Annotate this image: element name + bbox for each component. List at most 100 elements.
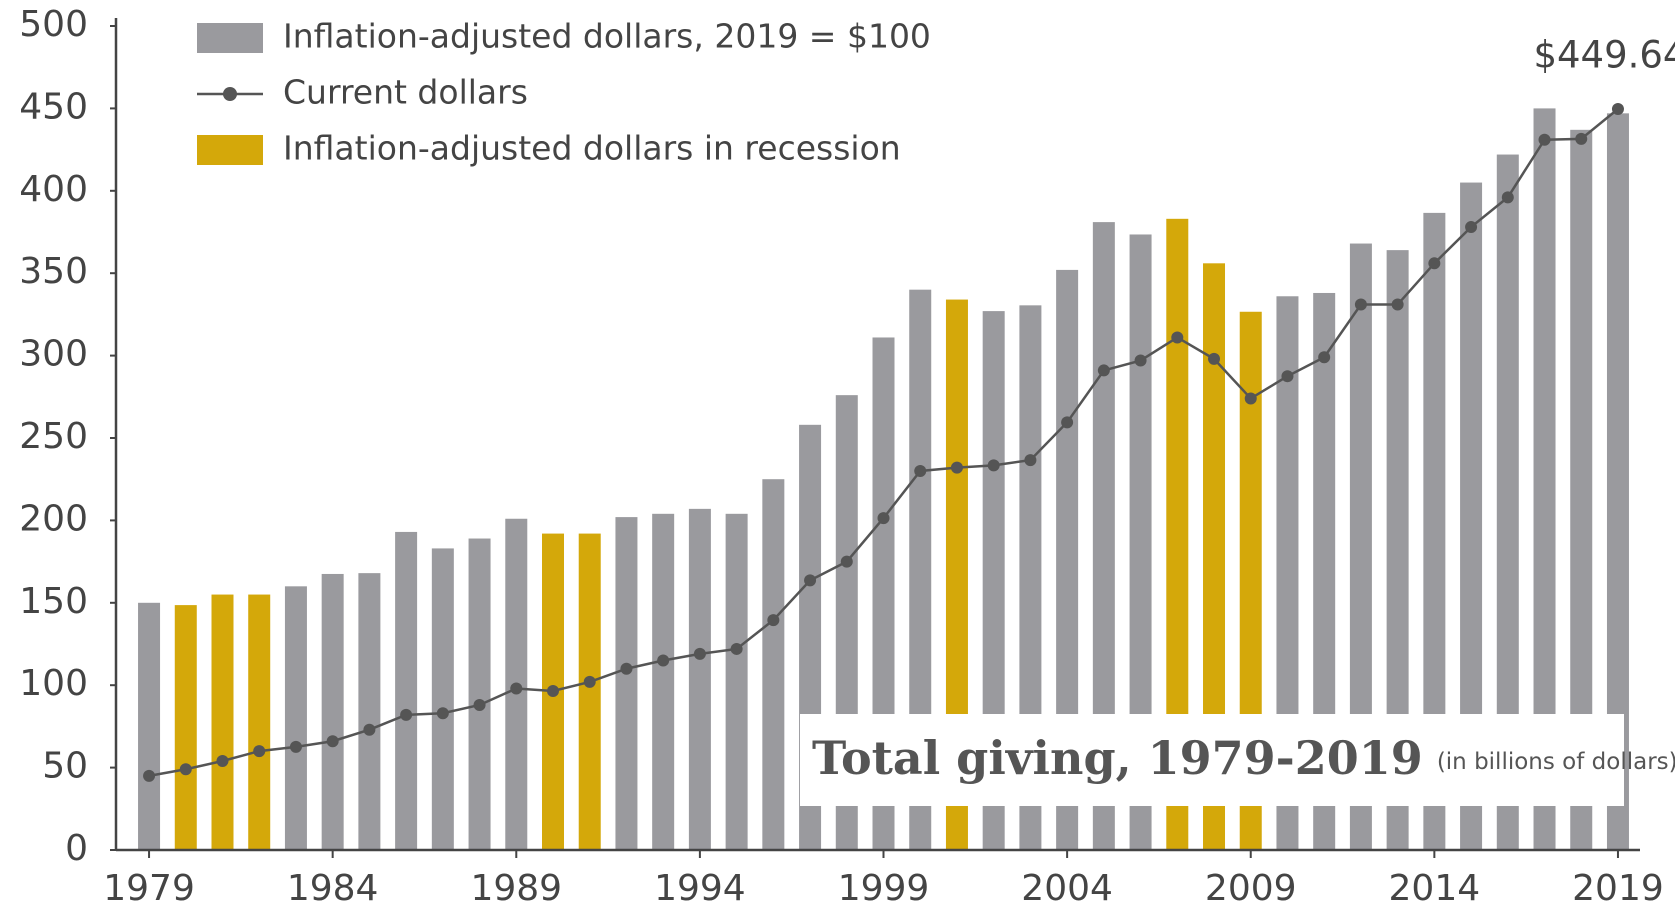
- line-point: [1611, 102, 1624, 115]
- line-point: [1171, 331, 1184, 344]
- bar: [945, 299, 968, 850]
- line-point: [1061, 416, 1074, 429]
- legend-swatch: [223, 87, 237, 101]
- chart-title: Total giving, 1979-2019: [812, 731, 1423, 785]
- x-tick-label: 2004: [1021, 868, 1113, 909]
- line-point: [1501, 191, 1514, 204]
- bar: [725, 513, 748, 850]
- bar: [615, 517, 638, 850]
- bar: [395, 531, 418, 850]
- bar: [1019, 305, 1042, 850]
- bar: [1203, 263, 1226, 850]
- line-point: [436, 707, 449, 720]
- legend-label: Inflation-adjusted dollars in recession: [283, 129, 901, 168]
- line-point: [547, 684, 560, 697]
- legend-label: Current dollars: [283, 73, 528, 112]
- y-tick-label: 50: [42, 746, 88, 787]
- bar: [321, 573, 344, 850]
- line-point: [1097, 364, 1110, 377]
- line-point: [950, 461, 963, 474]
- legend-label: Inflation-adjusted dollars, 2019 = $100: [283, 17, 931, 56]
- data-label: $449.64: [1533, 33, 1675, 76]
- line-point: [840, 555, 853, 568]
- x-tick-label: 2009: [1205, 868, 1297, 909]
- line-point: [1318, 351, 1331, 364]
- bar: [1349, 243, 1372, 850]
- bar: [1313, 292, 1336, 850]
- line-point: [583, 675, 596, 688]
- line-point: [1575, 132, 1588, 145]
- line-point: [216, 755, 229, 768]
- chart-subtitle: (in billions of dollars): [1437, 749, 1675, 775]
- line-point: [730, 642, 743, 655]
- y-tick-label: 350: [19, 251, 88, 292]
- line-point: [620, 662, 633, 675]
- line-point: [914, 464, 927, 477]
- bar: [248, 594, 271, 850]
- bar: [431, 548, 454, 850]
- bar: [1423, 212, 1446, 851]
- line-point: [1024, 454, 1037, 467]
- y-tick-label: 200: [19, 498, 88, 539]
- bar: [1533, 108, 1556, 850]
- y-tick-label: 100: [19, 663, 88, 704]
- x-tick-label: 2019: [1572, 868, 1664, 909]
- line-point: [253, 745, 266, 758]
- bar: [1460, 182, 1483, 850]
- bar: [138, 602, 161, 850]
- line-point: [657, 654, 670, 667]
- line-point: [877, 512, 890, 525]
- line-point: [693, 647, 706, 660]
- bar: [1166, 218, 1189, 851]
- legend-swatch: [197, 135, 263, 165]
- line-point: [1244, 392, 1257, 405]
- bar: [468, 538, 491, 850]
- line-point: [510, 682, 523, 695]
- line-point: [400, 708, 413, 721]
- x-tick-label: 1999: [838, 868, 930, 909]
- y-tick-label: 400: [19, 169, 88, 210]
- line-point: [1134, 354, 1147, 367]
- line-point: [987, 459, 1000, 472]
- y-tick-label: 450: [19, 86, 88, 127]
- line-point: [804, 574, 817, 587]
- x-tick-label: 2014: [1389, 868, 1481, 909]
- y-tick-label: 250: [19, 416, 88, 457]
- line-point: [1465, 221, 1478, 234]
- line-point: [289, 740, 302, 753]
- bar: [578, 533, 601, 850]
- bar: [211, 594, 234, 850]
- line-point: [1391, 298, 1404, 311]
- line-point: [1538, 133, 1551, 146]
- line-point: [1208, 352, 1221, 365]
- x-tick-label: 1984: [287, 868, 379, 909]
- bar: [1606, 113, 1629, 851]
- line-point: [363, 723, 376, 736]
- bar: [688, 508, 711, 850]
- x-tick-label: 1989: [470, 868, 562, 909]
- line-point: [1428, 257, 1441, 270]
- y-tick-label: 300: [19, 334, 88, 375]
- bar: [1386, 250, 1409, 851]
- line-point: [767, 614, 780, 627]
- bar: [909, 289, 932, 850]
- bar: [762, 479, 785, 850]
- y-tick-label: 500: [19, 4, 88, 45]
- bar: [1570, 129, 1593, 851]
- bar: [1129, 234, 1152, 851]
- title-box: [800, 714, 1624, 806]
- bar: [1276, 296, 1299, 851]
- line-point: [1281, 370, 1294, 383]
- y-tick-label: 150: [19, 581, 88, 622]
- chart-title-group: Total giving, 1979-2019 (in billions of d…: [812, 731, 1675, 785]
- line-point: [143, 769, 156, 782]
- line-point: [179, 763, 192, 776]
- bar: [284, 586, 307, 850]
- bar: [652, 513, 675, 850]
- line-point: [1354, 298, 1367, 311]
- x-tick-label: 1994: [654, 868, 746, 909]
- legend-swatch: [197, 23, 263, 53]
- bar: [358, 573, 381, 850]
- y-tick-label: 0: [65, 828, 88, 869]
